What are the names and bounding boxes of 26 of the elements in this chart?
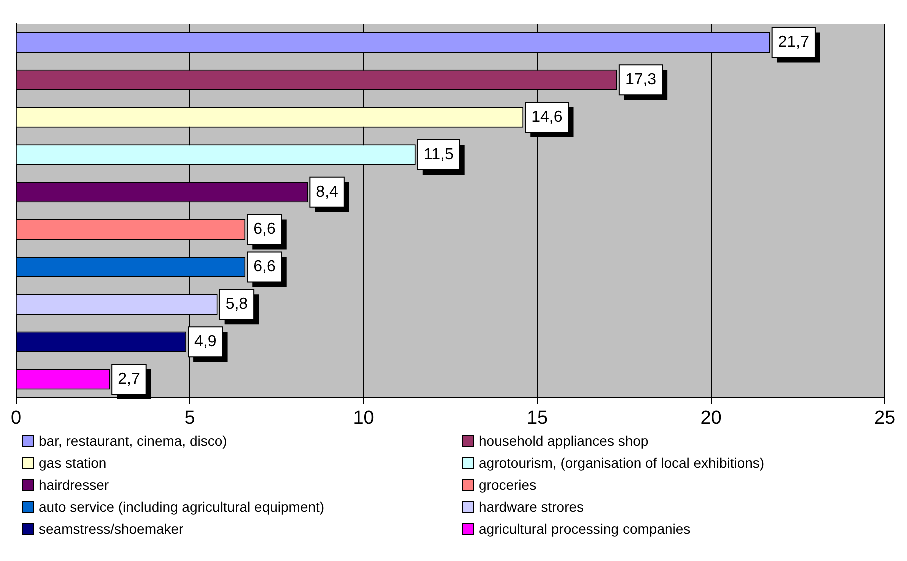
data-label: 11,5 [424,146,454,164]
legend-label: gas station [39,455,107,471]
x-tick-label: 15 [526,408,548,429]
legend-label: hardware strores [479,499,584,515]
x-tick-label: 5 [184,408,196,429]
legend-label: bar, restaurant, cinema, disco) [39,433,228,449]
legend-label: auto service (including agricultural equipment) [39,499,325,515]
data-label: 6,6 [254,221,276,238]
x-tick-label: 20 [700,408,722,429]
legend-label: household appliances shop [479,433,649,449]
data-label: 5,8 [226,296,248,314]
data-label: 8,4 [316,184,339,201]
legend-label: agricultural processing companies [479,521,691,537]
legend-label: agrotourism, (organisation of local exhibitions) [479,455,765,471]
data-label: 4,9 [194,333,217,350]
data-label: 21,7 [778,34,810,52]
legend-label: groceries [479,477,537,493]
data-label: 14,6 [532,108,563,126]
data-label: 2,7 [118,370,140,388]
legend-label: seamstress/shoemaker [39,521,184,537]
x-tick-label: 0 [10,408,22,429]
data-label: 17,3 [625,72,657,89]
data-label: 6,6 [254,258,276,276]
legend-label: hairdresser [39,477,110,493]
x-tick-label: 10 [353,408,374,429]
x-tick-label: 25 [874,408,896,429]
